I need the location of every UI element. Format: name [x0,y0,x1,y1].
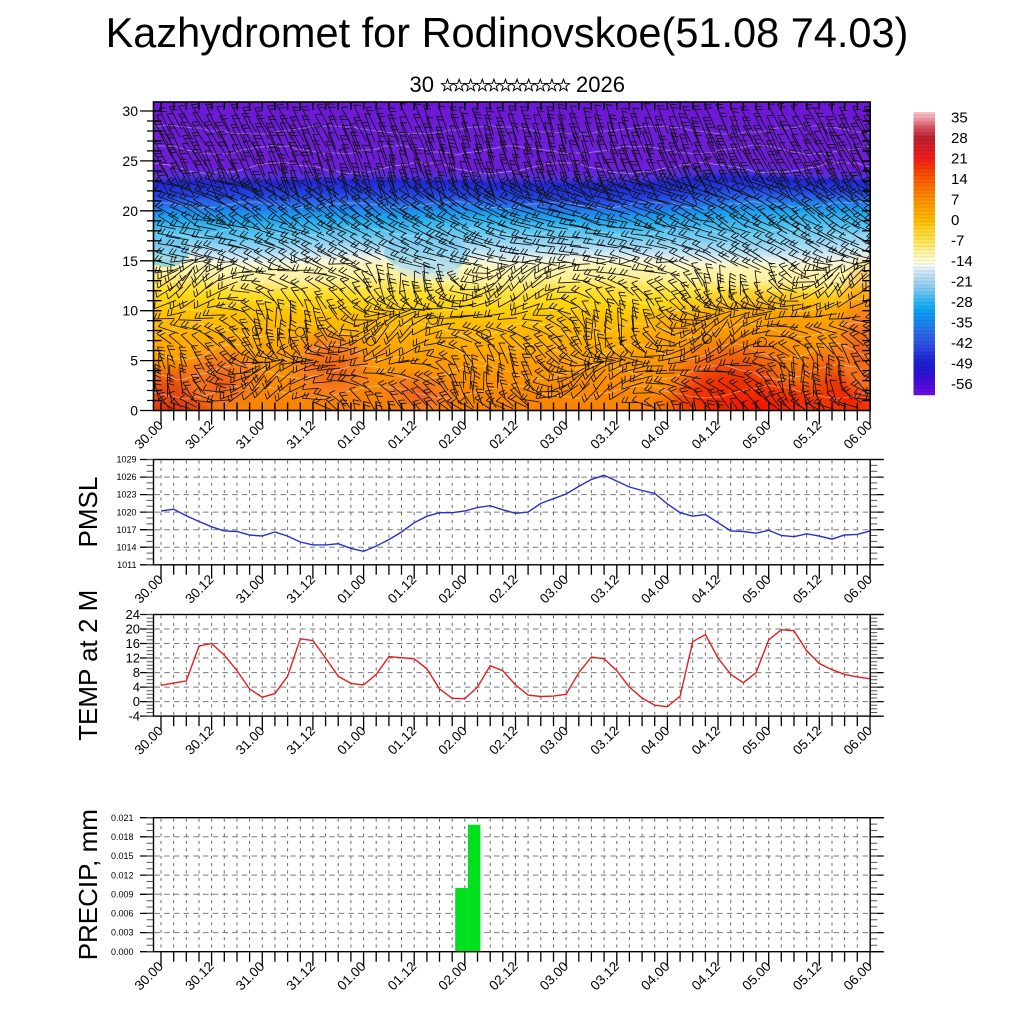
svg-text:0.021: 0.021 [111,813,134,823]
svg-text:PRECIP, mm: PRECIP, mm [73,809,103,960]
svg-text:-56: -56 [951,376,973,393]
svg-text:0.015: 0.015 [111,851,134,861]
svg-text:20: 20 [122,203,138,219]
svg-text:15: 15 [122,253,138,269]
svg-text:35: 35 [951,110,968,127]
svg-text:7: 7 [951,192,959,209]
svg-text:12: 12 [126,651,140,666]
svg-text:1029: 1029 [116,455,136,465]
svg-text:1014: 1014 [116,542,136,552]
svg-text:1011: 1011 [117,560,136,570]
svg-text:8: 8 [133,665,140,680]
svg-text:0: 0 [951,212,959,229]
svg-text:-14: -14 [951,253,973,270]
svg-text:14: 14 [951,171,968,188]
svg-text:Kazhydromet for Rodinovskoe(51: Kazhydromet for Rodinovskoe(51.08 74.03) [106,9,909,56]
svg-text:-49: -49 [951,355,973,372]
svg-text:24: 24 [126,607,140,622]
svg-text:30: 30 [410,72,434,97]
svg-text:1026: 1026 [116,472,136,482]
svg-text:-21: -21 [951,273,973,290]
svg-text:-7: -7 [951,232,964,249]
svg-text:1020: 1020 [116,507,136,517]
svg-text:1017: 1017 [116,525,136,535]
svg-text:0.000: 0.000 [111,947,134,957]
svg-text:-28: -28 [951,294,973,311]
svg-text:0.018: 0.018 [111,832,134,842]
svg-text:-4: -4 [128,709,140,724]
svg-text:0: 0 [130,403,138,419]
svg-text:28: 28 [951,130,968,147]
svg-text:2026: 2026 [576,72,625,97]
svg-text:20: 20 [126,622,140,637]
svg-text:-42: -42 [951,335,973,352]
svg-text:16: 16 [126,636,140,651]
svg-text:0.009: 0.009 [111,889,134,899]
svg-text:5: 5 [130,353,138,369]
svg-text:0.012: 0.012 [111,870,134,880]
svg-text:-35: -35 [951,314,973,331]
svg-text:0.006: 0.006 [111,909,134,919]
svg-text:30: 30 [122,103,138,119]
svg-text:21: 21 [951,151,968,168]
svg-text:1023: 1023 [116,490,136,500]
svg-text:25: 25 [122,153,138,169]
svg-text:10: 10 [122,303,138,319]
svg-text:0.003: 0.003 [111,928,134,938]
svg-text:4: 4 [133,680,140,695]
svg-text:0: 0 [133,694,140,709]
svg-text:PMSL: PMSL [73,477,103,548]
svg-text:TEMP at 2 M: TEMP at 2 M [73,590,103,741]
